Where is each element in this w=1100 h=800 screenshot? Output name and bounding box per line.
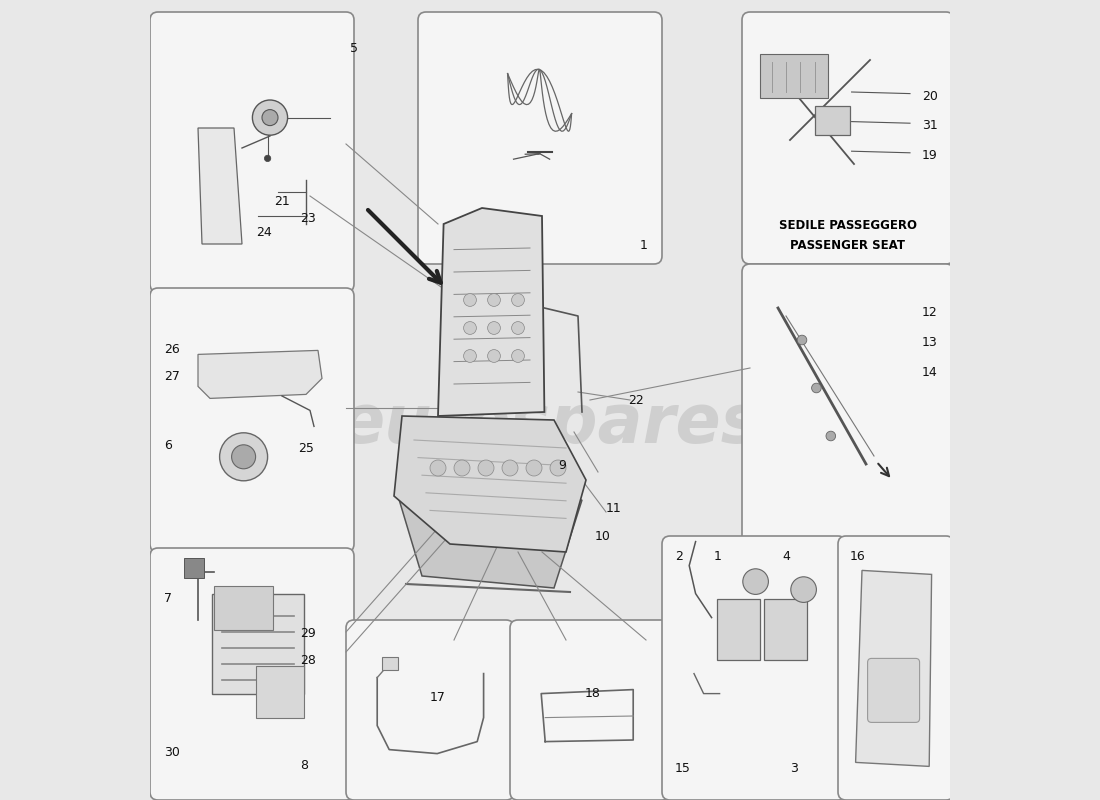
FancyBboxPatch shape <box>382 657 398 670</box>
Text: 8: 8 <box>300 759 308 772</box>
Polygon shape <box>856 570 932 766</box>
Polygon shape <box>394 416 586 552</box>
FancyBboxPatch shape <box>150 12 354 292</box>
Circle shape <box>550 460 566 476</box>
Text: 2: 2 <box>674 550 683 562</box>
Circle shape <box>463 322 476 334</box>
FancyBboxPatch shape <box>346 620 514 800</box>
Text: SEDILE PASSEGGERO: SEDILE PASSEGGERO <box>779 219 916 232</box>
Polygon shape <box>438 208 544 416</box>
Text: 31: 31 <box>922 119 937 132</box>
Text: 28: 28 <box>300 654 317 666</box>
Polygon shape <box>398 496 582 588</box>
Circle shape <box>798 335 806 345</box>
Circle shape <box>502 460 518 476</box>
Circle shape <box>252 100 287 135</box>
FancyBboxPatch shape <box>868 658 920 722</box>
Circle shape <box>264 155 271 162</box>
Text: 18: 18 <box>584 687 601 700</box>
Text: 26: 26 <box>164 343 180 356</box>
Text: 7: 7 <box>164 592 173 605</box>
FancyBboxPatch shape <box>742 264 954 544</box>
FancyBboxPatch shape <box>763 599 806 660</box>
FancyBboxPatch shape <box>662 536 846 800</box>
FancyBboxPatch shape <box>150 548 354 800</box>
Text: 6: 6 <box>164 439 173 452</box>
Circle shape <box>463 350 476 362</box>
Text: 27: 27 <box>164 370 180 382</box>
Circle shape <box>220 433 267 481</box>
FancyBboxPatch shape <box>717 599 760 660</box>
Text: 9: 9 <box>558 459 565 472</box>
Circle shape <box>463 294 476 306</box>
Circle shape <box>478 460 494 476</box>
Text: 21: 21 <box>274 195 289 208</box>
Text: 12: 12 <box>922 306 937 318</box>
Text: 29: 29 <box>300 627 316 640</box>
Text: 17: 17 <box>430 691 446 704</box>
FancyBboxPatch shape <box>838 536 954 800</box>
Text: 13: 13 <box>922 336 937 349</box>
Text: 10: 10 <box>595 530 610 542</box>
Text: 14: 14 <box>922 366 937 378</box>
Polygon shape <box>198 128 242 244</box>
Circle shape <box>232 445 255 469</box>
Text: 22: 22 <box>628 394 645 406</box>
Circle shape <box>487 350 500 362</box>
FancyBboxPatch shape <box>815 106 850 135</box>
Text: 15: 15 <box>674 762 691 774</box>
Text: 25: 25 <box>298 442 314 454</box>
Text: 24: 24 <box>256 226 272 238</box>
Circle shape <box>262 110 278 126</box>
FancyBboxPatch shape <box>742 12 954 264</box>
Circle shape <box>826 431 836 441</box>
FancyBboxPatch shape <box>185 558 204 578</box>
FancyBboxPatch shape <box>256 666 304 718</box>
Circle shape <box>487 322 500 334</box>
Text: eurospares: eurospares <box>339 391 761 457</box>
Circle shape <box>812 383 822 393</box>
Text: 5: 5 <box>350 42 358 54</box>
Text: 30: 30 <box>164 746 180 758</box>
Text: 1: 1 <box>713 550 722 562</box>
Text: 23: 23 <box>300 212 316 225</box>
Text: 3: 3 <box>790 762 798 774</box>
Text: 16: 16 <box>850 550 866 562</box>
FancyBboxPatch shape <box>211 594 305 694</box>
FancyBboxPatch shape <box>214 586 273 630</box>
Text: 20: 20 <box>922 90 938 102</box>
Circle shape <box>526 460 542 476</box>
Polygon shape <box>198 350 322 398</box>
Circle shape <box>512 322 525 334</box>
Text: 11: 11 <box>606 502 621 514</box>
Text: PASSENGER SEAT: PASSENGER SEAT <box>790 239 905 252</box>
FancyBboxPatch shape <box>760 54 828 98</box>
FancyBboxPatch shape <box>510 620 670 800</box>
Circle shape <box>430 460 446 476</box>
Text: 19: 19 <box>922 149 937 162</box>
Text: 1: 1 <box>639 239 648 252</box>
Circle shape <box>487 294 500 306</box>
Circle shape <box>512 294 525 306</box>
Text: 4: 4 <box>782 550 790 562</box>
Circle shape <box>454 460 470 476</box>
FancyBboxPatch shape <box>418 12 662 264</box>
FancyBboxPatch shape <box>150 288 354 552</box>
Circle shape <box>512 350 525 362</box>
Circle shape <box>742 569 769 594</box>
Circle shape <box>791 577 816 602</box>
